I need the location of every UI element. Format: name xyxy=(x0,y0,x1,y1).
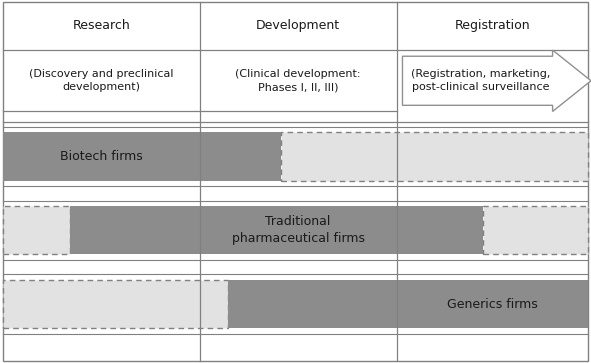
Text: Generics firms: Generics firms xyxy=(447,298,538,310)
FancyBboxPatch shape xyxy=(70,206,483,254)
Text: Research: Research xyxy=(73,20,130,32)
Text: (Registration, marketing,
post-clinical surveillance: (Registration, marketing, post-clinical … xyxy=(411,69,550,92)
Text: Biotech firms: Biotech firms xyxy=(60,150,143,163)
FancyBboxPatch shape xyxy=(483,206,588,254)
Text: Traditional
pharmaceutical firms: Traditional pharmaceutical firms xyxy=(232,215,365,245)
FancyBboxPatch shape xyxy=(281,132,588,181)
FancyBboxPatch shape xyxy=(3,206,70,254)
FancyBboxPatch shape xyxy=(3,132,281,181)
Text: Registration: Registration xyxy=(454,20,530,32)
Polygon shape xyxy=(402,50,591,111)
Text: (Discovery and preclinical
development): (Discovery and preclinical development) xyxy=(29,69,174,92)
FancyBboxPatch shape xyxy=(228,280,588,328)
Text: (Clinical development:
Phases I, II, III): (Clinical development: Phases I, II, III… xyxy=(235,69,361,92)
Text: Development: Development xyxy=(256,20,340,32)
FancyBboxPatch shape xyxy=(3,280,228,328)
